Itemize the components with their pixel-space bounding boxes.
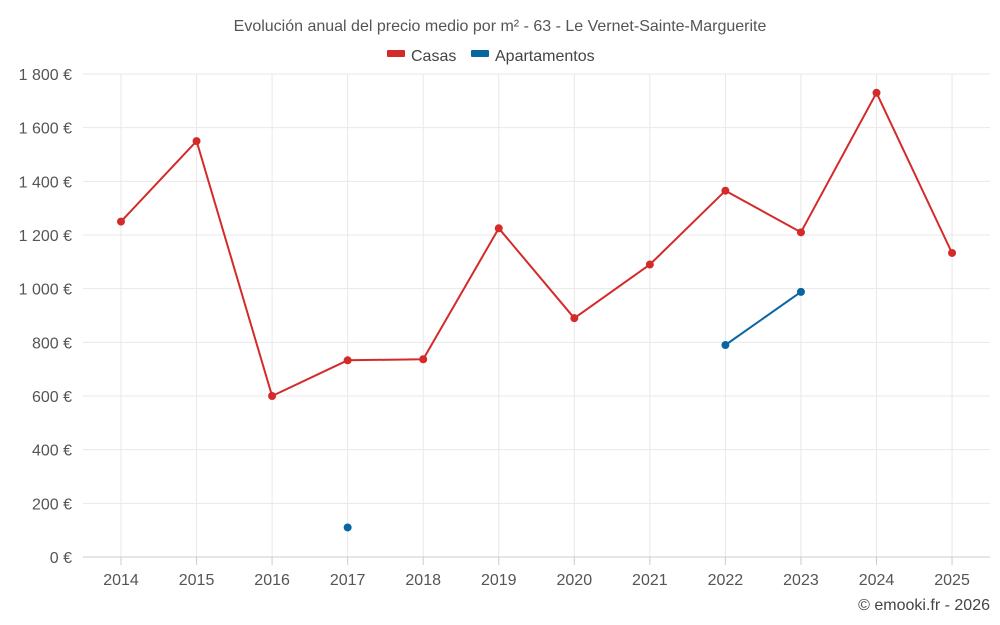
series-line-apartamentos bbox=[724, 291, 802, 346]
x-tick-label: 2016 bbox=[254, 572, 290, 589]
x-tick-label: 2019 bbox=[481, 572, 517, 589]
legend-swatch-casas bbox=[387, 50, 405, 57]
y-tick-label: 200 € bbox=[32, 496, 72, 513]
data-point-casas[interactable] bbox=[796, 228, 805, 237]
y-tick-label: 1 800 € bbox=[19, 67, 72, 84]
series bbox=[117, 88, 957, 532]
data-point-apartamentos[interactable] bbox=[721, 341, 730, 350]
data-point-casas[interactable] bbox=[117, 217, 125, 226]
chart-title: Evolución anual del precio medio por m² … bbox=[234, 18, 767, 35]
series-line-casas bbox=[120, 91, 953, 397]
data-point-casas[interactable] bbox=[494, 224, 503, 233]
data-point-apartamentos[interactable] bbox=[796, 287, 805, 296]
x-tick-label: 2022 bbox=[708, 572, 744, 589]
x-tick-label: 2020 bbox=[557, 572, 593, 589]
x-tick-label: 2025 bbox=[934, 572, 970, 589]
y-tick-label: 400 € bbox=[32, 443, 72, 460]
x-tick-label: 2024 bbox=[859, 572, 895, 589]
data-point-casas[interactable] bbox=[343, 356, 352, 365]
x-tick-label: 2017 bbox=[330, 572, 366, 589]
grid bbox=[83, 73, 990, 557]
y-tick-label: 1 400 € bbox=[19, 174, 72, 191]
legend-item-apartamentos[interactable]: Apartamentos bbox=[471, 48, 595, 65]
data-point-casas[interactable] bbox=[192, 137, 201, 146]
y-tick-label: 800 € bbox=[32, 335, 72, 352]
data-point-casas[interactable] bbox=[645, 260, 654, 269]
y-tick-label: 0 € bbox=[50, 550, 72, 567]
x-tick-label: 2015 bbox=[179, 572, 215, 589]
data-point-casas[interactable] bbox=[948, 248, 957, 257]
y-tick-label: 1 600 € bbox=[19, 121, 72, 138]
data-point-apartamentos[interactable] bbox=[343, 523, 352, 532]
y-tick-label: 1 000 € bbox=[19, 282, 72, 299]
data-point-casas[interactable] bbox=[268, 392, 277, 400]
legend-label-apartamentos: Apartamentos bbox=[495, 48, 595, 65]
y-tick-label: 1 200 € bbox=[19, 228, 72, 245]
data-point-casas[interactable] bbox=[419, 355, 428, 364]
legend-label-casas: Casas bbox=[411, 48, 456, 65]
legend: Casas Apartamentos bbox=[387, 48, 595, 65]
axes: 0 € 200 € 400 € 600 € 800 € 1 000 € 1 200 € 1 4… bbox=[19, 67, 990, 589]
data-point-casas[interactable] bbox=[570, 314, 579, 323]
x-tick-label: 2021 bbox=[632, 572, 668, 589]
y-tick-label: 600 € bbox=[32, 389, 72, 406]
legend-item-casas[interactable]: Casas bbox=[387, 48, 456, 65]
legend-swatch-apartamentos bbox=[471, 50, 489, 57]
credit-text: © emooki.fr - 2026 bbox=[858, 597, 990, 614]
x-tick-label: 2014 bbox=[103, 572, 139, 589]
data-point-casas[interactable] bbox=[721, 186, 730, 195]
x-tick-label: 2023 bbox=[783, 572, 819, 589]
x-tick-label: 2018 bbox=[405, 572, 441, 589]
data-point-casas[interactable] bbox=[872, 88, 881, 97]
